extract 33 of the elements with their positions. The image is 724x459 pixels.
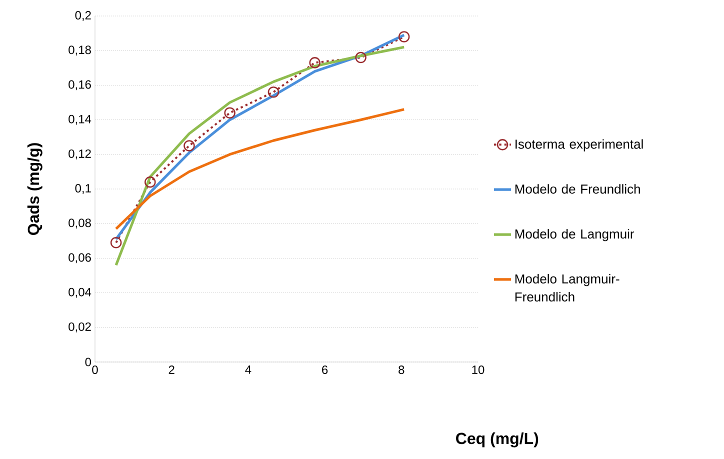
y-tick-label: 0,1 [75,184,91,194]
y-tick-label: 0,18 [68,46,91,56]
line-series [114,46,406,266]
x-tick-label: 6 [322,366,328,374]
y-tick-label: 0,14 [68,114,92,125]
y-tick-label: 0,16 [68,80,91,90]
legend-label: Modelo Langmuir-Freundlich [515,274,620,302]
y-tick-label: 0,04 [68,288,92,298]
point [224,107,236,119]
y-tick-label: 0,02 [68,322,91,332]
point [184,140,195,152]
y-tick-label: 0,12 [68,149,91,160]
point [144,176,156,188]
line-series [114,108,406,230]
point [268,86,280,98]
x-tick-label: 8 [398,366,404,374]
x-tick-label: 10 [472,366,484,374]
point [355,52,366,64]
legend-label: Modelo de Langmuir [515,229,634,242]
point [398,31,410,42]
y-tick-label: 0 [85,358,92,366]
y-tick-label: 0,2 [75,11,91,21]
x-tick-label: 2 [168,366,174,374]
y-axis-title: Qads (mg/g) [27,143,42,236]
x-tick-label: 4 [245,366,252,374]
y-tick-label: 0,06 [68,253,91,264]
x-axis-title: Ceq (mg/L) [456,432,538,448]
point [110,236,122,248]
point [309,57,320,68]
y-tick-label: 0,08 [68,218,91,229]
legend-label: Isoterma experimental [516,139,643,152]
x-tick-label: 0 [92,366,98,374]
legend-label: Modelo de Freundlich [515,184,640,194]
